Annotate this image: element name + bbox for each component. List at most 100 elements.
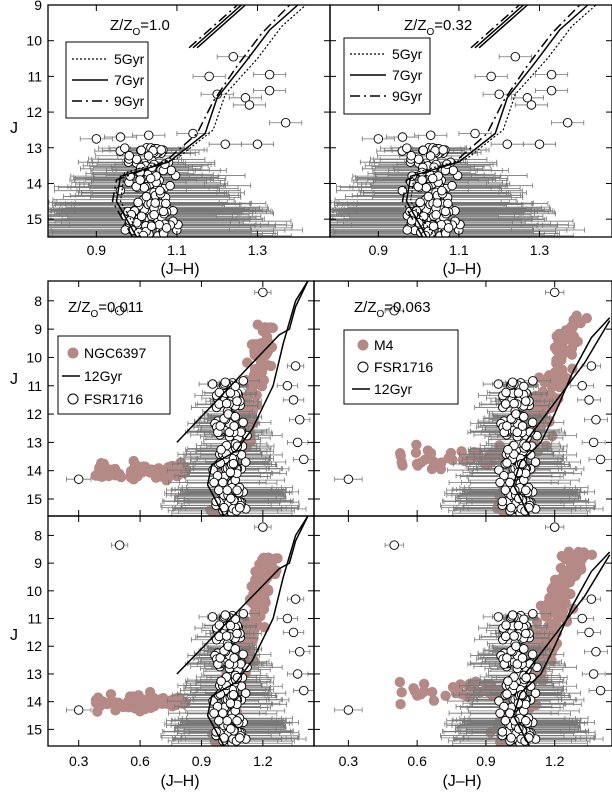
fsr1716-point — [144, 131, 153, 140]
cluster-point — [426, 448, 436, 458]
fsr1716-point — [205, 72, 214, 81]
fsr1716-point — [241, 458, 250, 467]
cluster-point — [266, 323, 276, 333]
fsr1716-point — [531, 689, 540, 698]
fsr1716-point — [281, 118, 290, 127]
fsr1716-point — [503, 459, 512, 468]
cluster-point — [410, 686, 420, 696]
cluster-point — [242, 357, 252, 367]
fsr1716-point — [507, 503, 516, 512]
fsr1716-point — [501, 486, 510, 495]
fsr1716-point — [518, 422, 527, 431]
fsr1716-point — [241, 689, 250, 698]
fsr1716-point — [592, 647, 601, 656]
cluster-point — [451, 688, 461, 698]
fsr1716-point — [134, 198, 143, 207]
cluster-point — [395, 699, 405, 709]
fsr1716-point — [233, 397, 242, 406]
fsr1716-point — [496, 709, 505, 718]
fsr1716-point — [295, 415, 304, 424]
fsr1716-point — [116, 133, 125, 142]
fsr1716-point — [289, 396, 298, 405]
fsr1716-point — [162, 199, 171, 208]
fsr1716-point — [162, 224, 171, 233]
fsr1716-point — [344, 475, 353, 484]
cluster-point — [118, 702, 128, 712]
fsr1716-point — [233, 486, 242, 495]
fsr1716-point — [221, 140, 230, 149]
fsr1716-point — [504, 677, 513, 686]
fsr1716-point — [498, 497, 507, 506]
fsr1716-point — [522, 673, 531, 682]
fsr1716-point — [233, 717, 242, 726]
fsr1716-point — [518, 654, 527, 663]
fsr1716-point — [521, 629, 530, 638]
fsr1716-point — [226, 699, 235, 708]
cluster-point — [444, 453, 454, 463]
cluster-point — [256, 347, 266, 357]
cluster-point — [263, 552, 273, 562]
cluster-point — [256, 338, 266, 348]
fsr1716-point — [529, 377, 538, 386]
fsr1716-point — [531, 458, 540, 467]
fsr1716-point — [291, 362, 300, 371]
fsr1716-point — [235, 503, 244, 512]
fsr1716-point — [299, 455, 308, 464]
fsr1716-point — [504, 445, 513, 454]
panel-6-plot — [335, 523, 612, 748]
fsr1716-point — [217, 677, 226, 686]
fsr1716-point — [229, 690, 238, 699]
cluster-point — [587, 550, 597, 560]
fsr1716-point — [210, 478, 219, 487]
fsr1716-point — [221, 611, 230, 620]
fsr1716-point — [596, 686, 605, 695]
fsr1716-point — [589, 438, 598, 447]
fsr1716-point — [596, 455, 605, 464]
cluster-point — [427, 464, 437, 474]
fsr1716-point — [259, 523, 268, 532]
cluster-point — [565, 577, 575, 587]
cluster-point — [568, 337, 578, 347]
fsr1716-point — [299, 686, 308, 695]
fsr1716-point — [293, 670, 302, 679]
fsr1716-point — [283, 381, 292, 390]
fsr1716-point — [514, 389, 523, 398]
fsr1716-point — [137, 146, 146, 155]
fsr1716-point — [166, 181, 175, 190]
fsr1716-point — [147, 222, 156, 231]
fsr1716-point — [142, 192, 151, 201]
fsr1716-point — [239, 650, 248, 659]
fsr1716-point — [501, 400, 510, 409]
fsr1716-point — [231, 645, 240, 654]
fsr1716-point — [512, 410, 521, 419]
fsr1716-point — [291, 595, 300, 604]
fsr1716-point — [295, 647, 304, 656]
fsr1716-point — [239, 418, 248, 427]
fsr1716-point — [344, 706, 353, 715]
cluster-point — [249, 607, 259, 617]
fsr1716-point — [156, 186, 165, 195]
fsr1716-point — [496, 478, 505, 487]
fsr1716-point — [265, 86, 274, 95]
fsr1716-point — [210, 709, 219, 718]
cluster-point — [126, 473, 136, 483]
cluster-point — [90, 470, 100, 480]
fsr1716-point — [503, 690, 512, 699]
fsr1716-point — [578, 614, 587, 623]
fsr1716-point — [231, 412, 240, 421]
fsr1716-point — [121, 144, 130, 153]
cluster-point — [397, 460, 407, 470]
fsr1716-point — [528, 650, 537, 659]
fsr1716-point — [578, 381, 587, 390]
fsr1716-point — [494, 613, 503, 622]
fsr1716-point — [239, 609, 248, 618]
fsr1716-point — [230, 654, 239, 663]
fsr1716-point — [521, 397, 530, 406]
fsr1716-point — [510, 632, 519, 641]
cluster-point — [130, 703, 140, 713]
cluster-point — [571, 311, 581, 321]
fsr1716-point — [115, 541, 124, 550]
cluster-point — [114, 469, 124, 479]
cluster-point — [440, 691, 450, 701]
fsr1716-point — [221, 378, 230, 387]
